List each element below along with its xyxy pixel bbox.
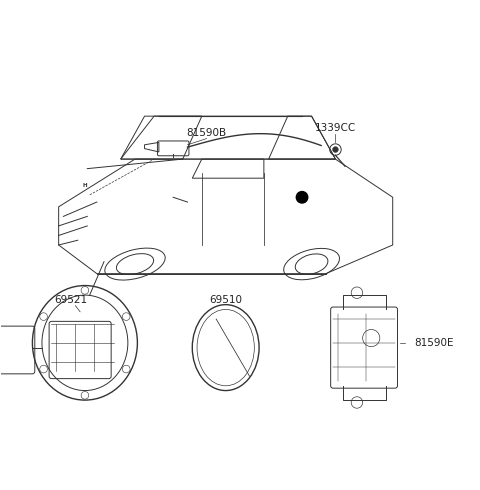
Text: 81590B: 81590B (187, 127, 227, 138)
Text: 81590E: 81590E (414, 338, 454, 348)
Text: 1339CC: 1339CC (315, 123, 356, 133)
Text: 69510: 69510 (209, 294, 242, 305)
Text: H: H (83, 183, 87, 188)
Circle shape (296, 192, 308, 203)
Text: 69521: 69521 (54, 294, 87, 305)
Circle shape (333, 147, 338, 152)
